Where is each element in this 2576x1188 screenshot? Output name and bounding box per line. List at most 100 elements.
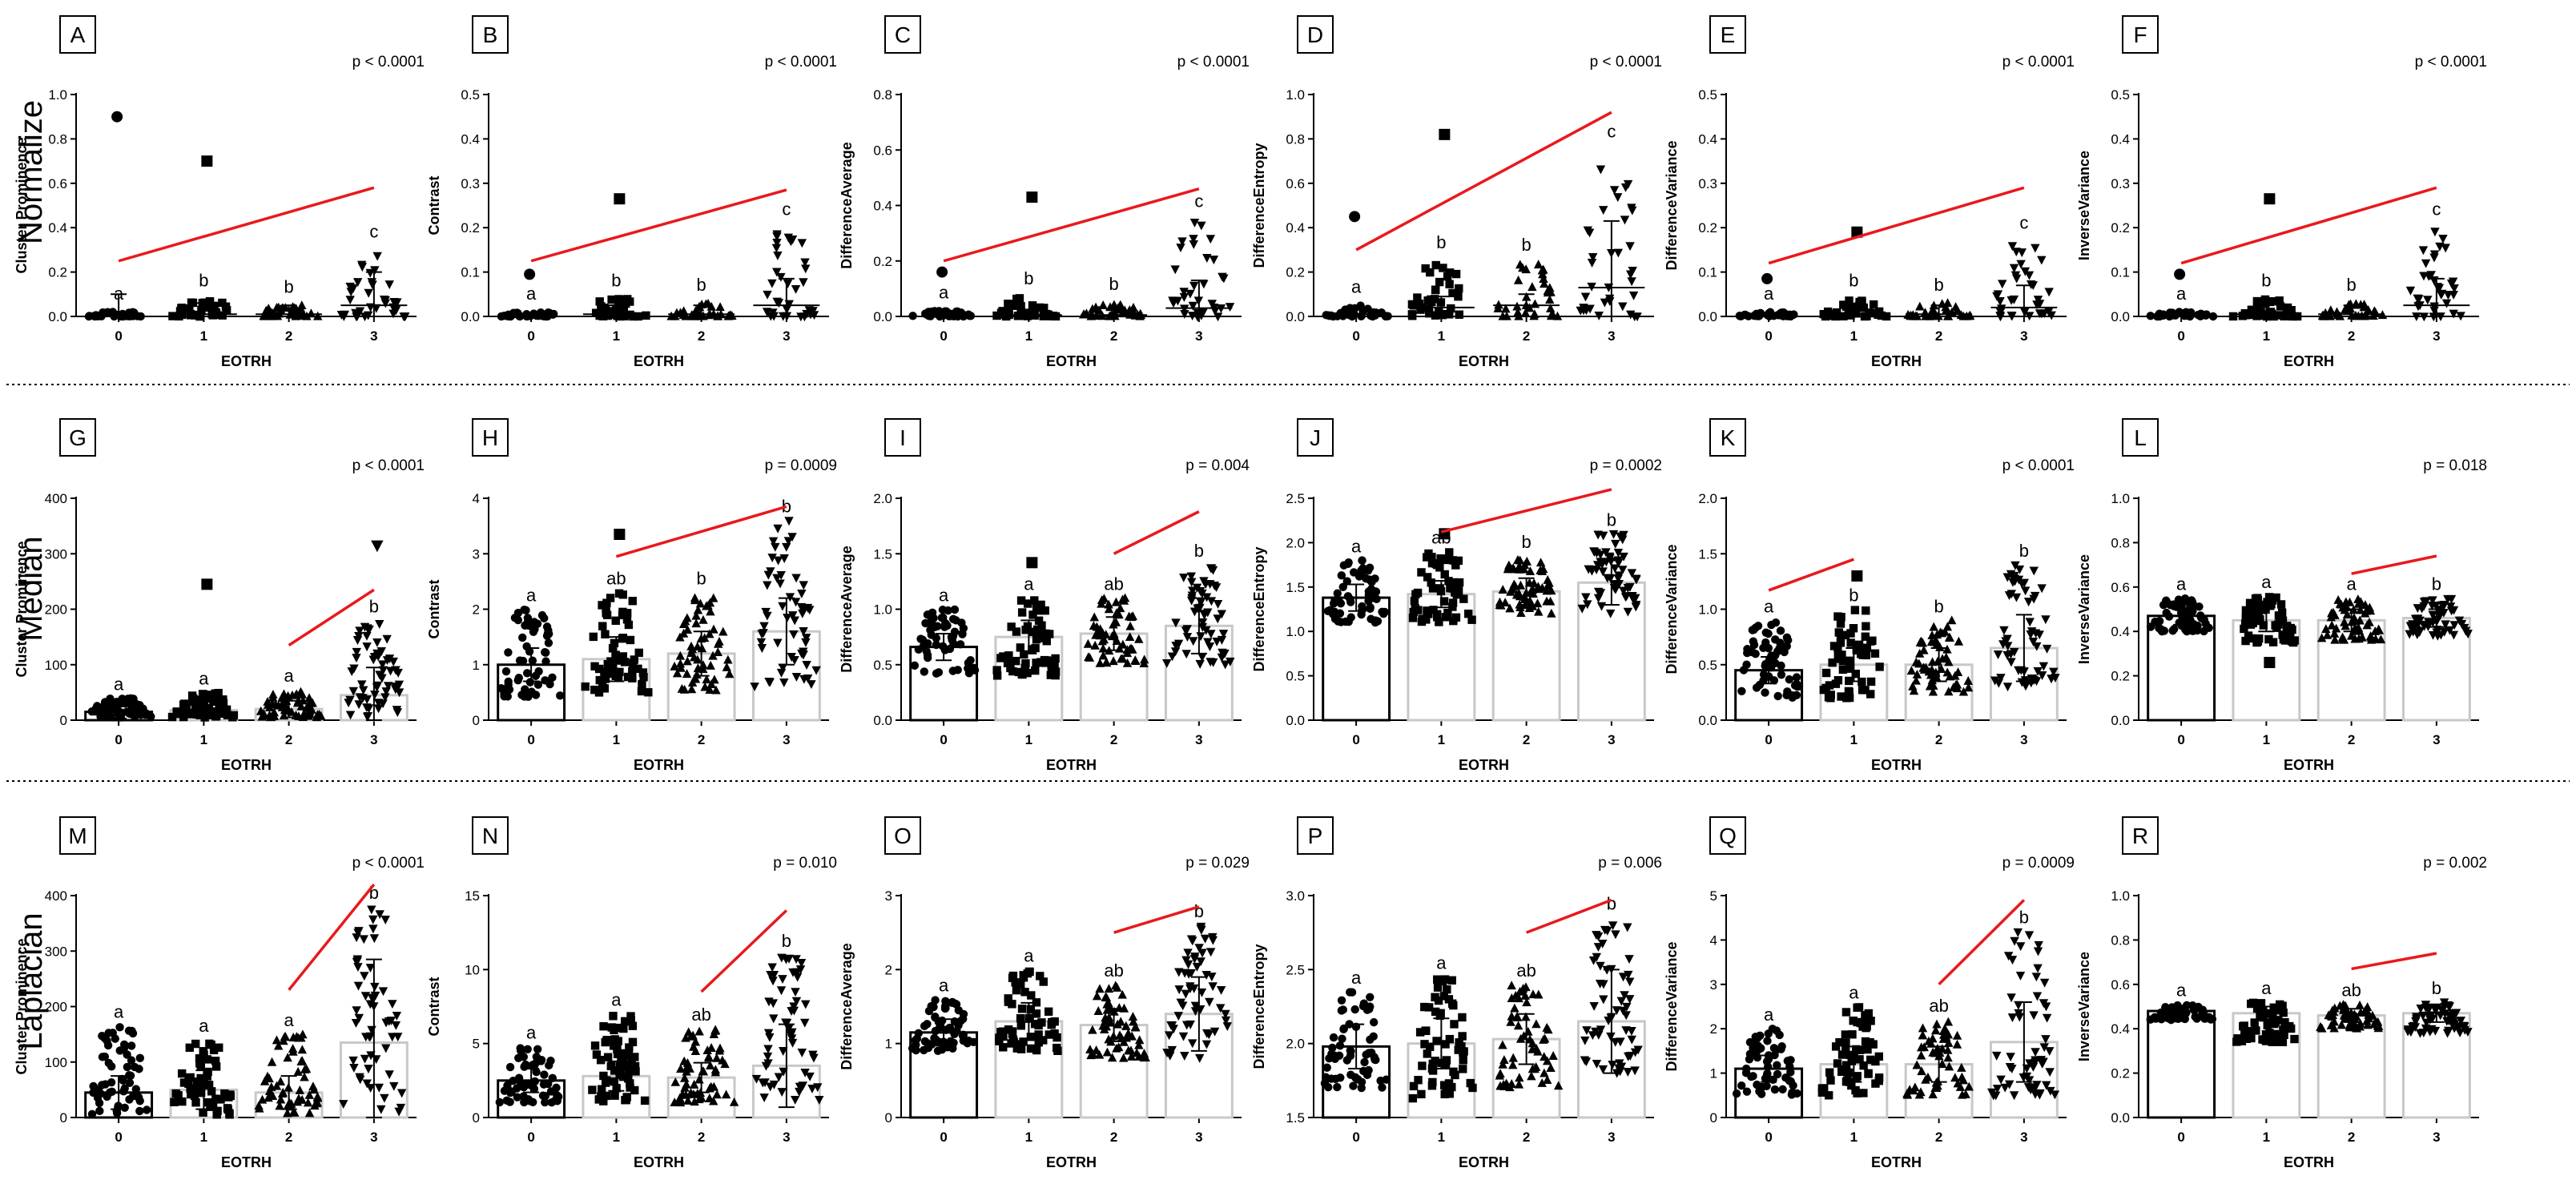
data-point xyxy=(351,308,360,318)
data-point xyxy=(186,1073,195,1082)
data-point xyxy=(1742,1087,1752,1096)
data-point xyxy=(272,302,282,312)
data-point xyxy=(1623,923,1632,932)
data-point xyxy=(789,1002,799,1012)
data-point xyxy=(1415,1028,1425,1037)
y-tick-label: 0.2 xyxy=(461,220,480,236)
data-point xyxy=(724,669,735,679)
x-tick-label: 0 xyxy=(1352,328,1359,344)
data-point xyxy=(1334,1051,1344,1060)
y-tick-label: 0.5 xyxy=(1698,87,1717,103)
x-tick-label: 1 xyxy=(613,732,620,747)
data-point xyxy=(363,624,372,634)
data-point xyxy=(682,625,693,634)
data-point xyxy=(373,699,384,708)
data-point xyxy=(1197,618,1208,627)
data-point xyxy=(1189,281,1199,291)
x-tick-label: 2 xyxy=(285,1130,292,1145)
data-point xyxy=(689,1089,698,1098)
data-point xyxy=(2329,1023,2339,1033)
data-point xyxy=(1019,1037,1028,1046)
data-point xyxy=(2268,311,2278,320)
x-tick-label: 1 xyxy=(1850,732,1858,747)
data-point xyxy=(1916,1050,1926,1060)
data-point xyxy=(1494,300,1503,309)
data-point xyxy=(723,654,733,664)
significance-letter: a xyxy=(199,1016,209,1036)
data-point xyxy=(352,654,361,663)
data-point xyxy=(1036,972,1044,981)
x-tick-label: 0 xyxy=(527,732,534,747)
data-point xyxy=(1995,297,2005,306)
x-tick-label: 3 xyxy=(1195,732,1202,747)
data-point xyxy=(1520,308,1531,317)
data-point xyxy=(2407,620,2417,630)
data-point xyxy=(622,609,632,618)
data-point xyxy=(634,664,642,674)
data-point xyxy=(775,579,785,589)
data-point xyxy=(1917,1066,1926,1076)
data-point xyxy=(1836,638,1845,647)
data-point xyxy=(2030,591,2040,601)
panel-letter: K xyxy=(1721,425,1736,450)
data-point xyxy=(1991,1051,2002,1061)
data-point xyxy=(1189,218,1200,228)
significance-letter: b xyxy=(284,277,294,297)
data-point xyxy=(1849,624,1858,633)
data-point xyxy=(932,640,941,650)
data-point xyxy=(1414,1076,1423,1085)
data-point xyxy=(1208,658,1218,667)
data-point xyxy=(2327,620,2337,630)
data-point xyxy=(1217,653,1227,662)
data-point xyxy=(538,1091,548,1100)
data-point xyxy=(1040,606,1049,615)
data-point xyxy=(1871,1057,1880,1066)
data-point xyxy=(522,669,532,678)
data-point xyxy=(2161,1002,2170,1012)
data-point xyxy=(354,927,364,936)
data-point xyxy=(1435,618,1443,626)
data-point xyxy=(941,997,950,1006)
data-point xyxy=(959,1009,968,1019)
data-point xyxy=(276,1094,286,1104)
data-point xyxy=(1322,311,1330,320)
data-point xyxy=(1427,297,1436,307)
data-point xyxy=(1441,1040,1450,1049)
data-point xyxy=(1511,590,1522,599)
data-point xyxy=(1013,312,1023,320)
data-point xyxy=(1459,1056,1467,1065)
data-point xyxy=(348,1056,358,1065)
data-point xyxy=(1596,1025,1606,1035)
data-point xyxy=(1104,984,1114,993)
data-point xyxy=(312,1098,322,1108)
data-point xyxy=(1426,268,1435,277)
outlier-point xyxy=(1851,570,1863,582)
p-value: p = 0.004 xyxy=(1185,457,1250,474)
trend-line xyxy=(943,187,1200,263)
data-point xyxy=(1428,584,1438,593)
y-tick-label: 200 xyxy=(45,1000,67,1015)
data-point xyxy=(1328,1043,1337,1053)
data-point xyxy=(1869,1040,1878,1049)
data-point xyxy=(606,669,615,679)
data-point xyxy=(590,685,599,695)
significance-letter: b xyxy=(2261,270,2271,290)
significance-letter: b xyxy=(2019,541,2029,561)
data-point xyxy=(1428,1066,1438,1075)
data-point xyxy=(595,297,604,306)
data-point xyxy=(1421,264,1430,273)
y-tick-label: 4 xyxy=(473,491,480,506)
data-point xyxy=(758,1078,768,1088)
data-point xyxy=(1187,591,1197,601)
p-value: p = 0.029 xyxy=(1185,855,1250,872)
data-point xyxy=(1619,552,1628,562)
data-point xyxy=(801,634,811,643)
data-point xyxy=(1521,982,1531,992)
data-point xyxy=(293,1066,303,1076)
data-point xyxy=(386,1017,396,1026)
data-point xyxy=(1336,1073,1345,1082)
data-point xyxy=(1192,962,1202,972)
data-point xyxy=(1173,296,1183,306)
data-point xyxy=(799,278,808,288)
data-point xyxy=(1007,622,1016,631)
